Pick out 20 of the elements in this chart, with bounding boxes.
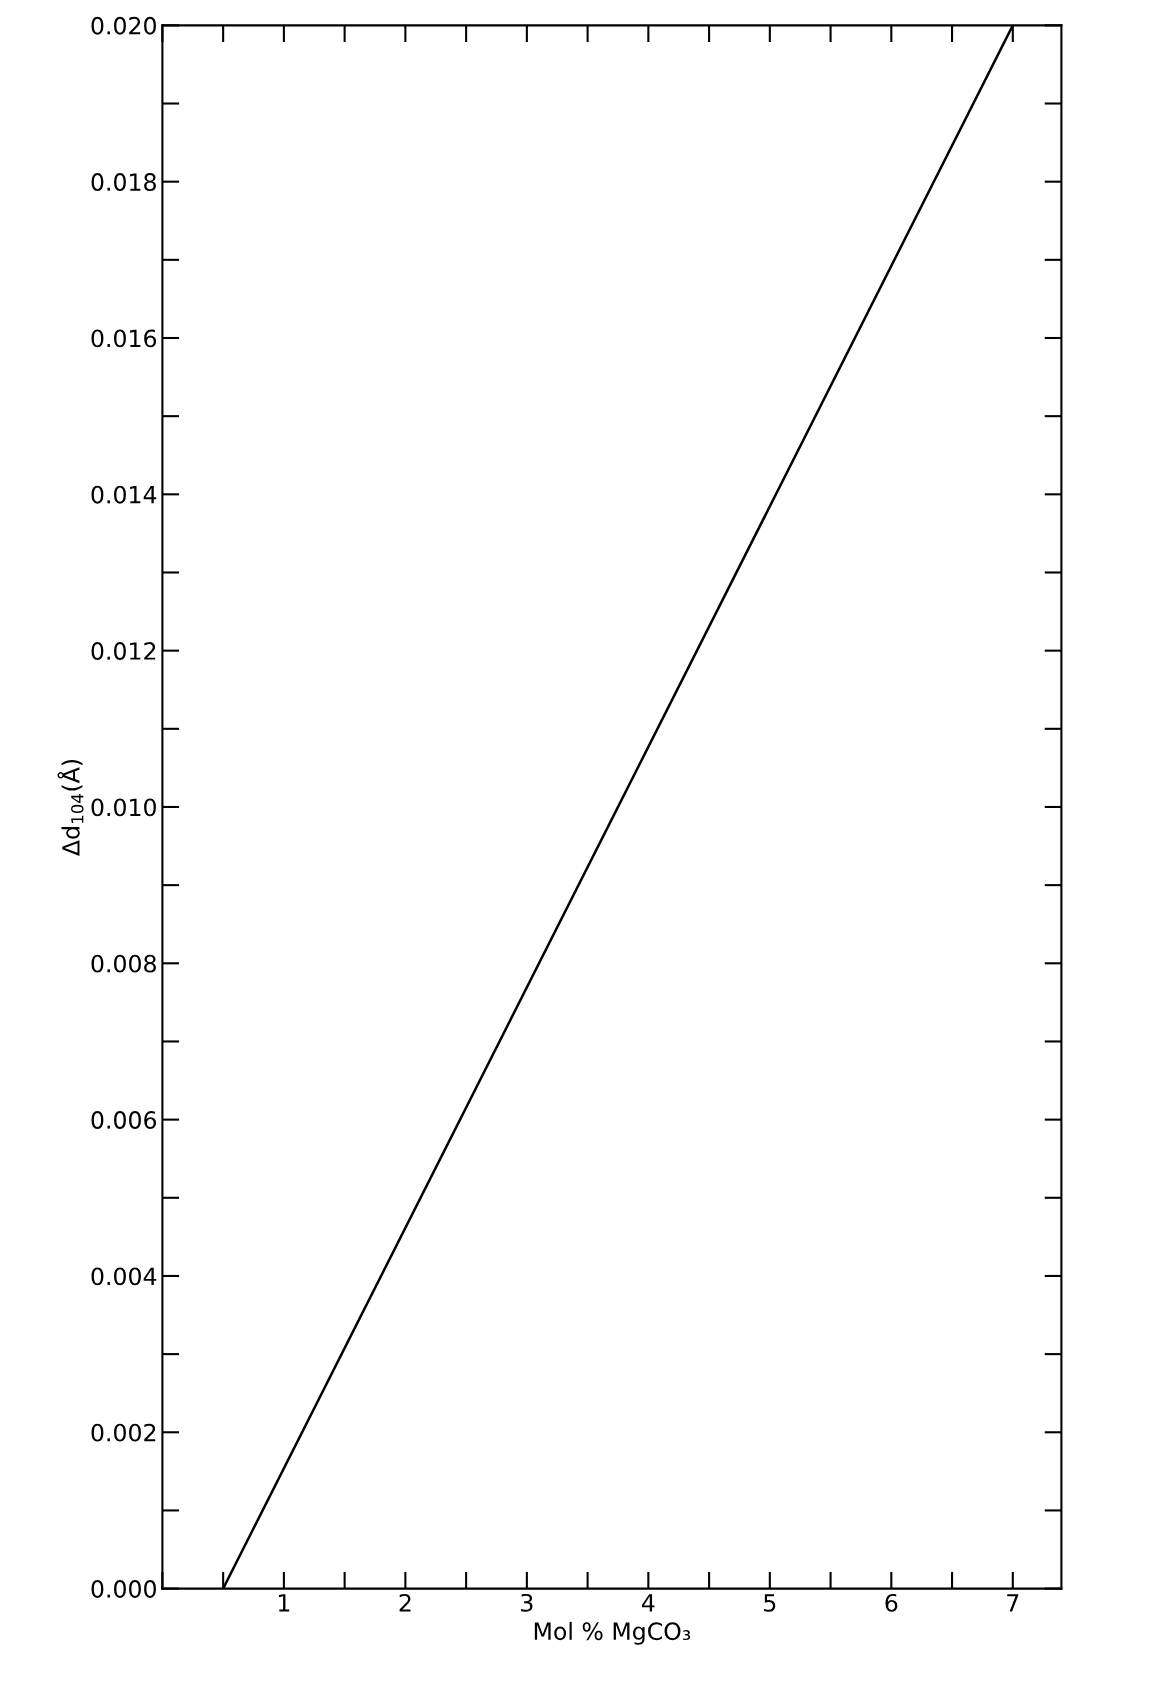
y-tick-label: 0.008 xyxy=(91,954,156,973)
x-tick-label: 1 xyxy=(278,1594,290,1612)
x-tick-label: 3 xyxy=(521,1593,533,1612)
x-tick-label: 5 xyxy=(764,1594,776,1612)
y-tick-label: 0.012 xyxy=(91,642,156,660)
x-tick-label: 2 xyxy=(399,1593,411,1612)
y-tick-label: 0.020 xyxy=(91,16,156,35)
y-tick-label: 0.014 xyxy=(91,485,157,504)
y-tick-label: 0.006 xyxy=(91,1111,157,1129)
x-axis-title: Mol % MgCO₃ xyxy=(534,1621,691,1645)
x-tick-label: 7 xyxy=(1007,1594,1019,1612)
y-tick-label: 0.016 xyxy=(91,329,157,348)
x-tick-label: 6 xyxy=(885,1593,898,1612)
y-tick-label: 0.000 xyxy=(91,1580,156,1598)
y-tick-label: 0.010 xyxy=(91,798,156,817)
y-tick-label: 0.002 xyxy=(91,1423,156,1442)
y-tick-label: 0.018 xyxy=(91,173,156,191)
y-axis-title: Δd$_{104}$(Å) xyxy=(57,759,84,856)
x-tick-label: 4 xyxy=(641,1594,655,1612)
y-tick-label: 0.004 xyxy=(91,1267,157,1286)
